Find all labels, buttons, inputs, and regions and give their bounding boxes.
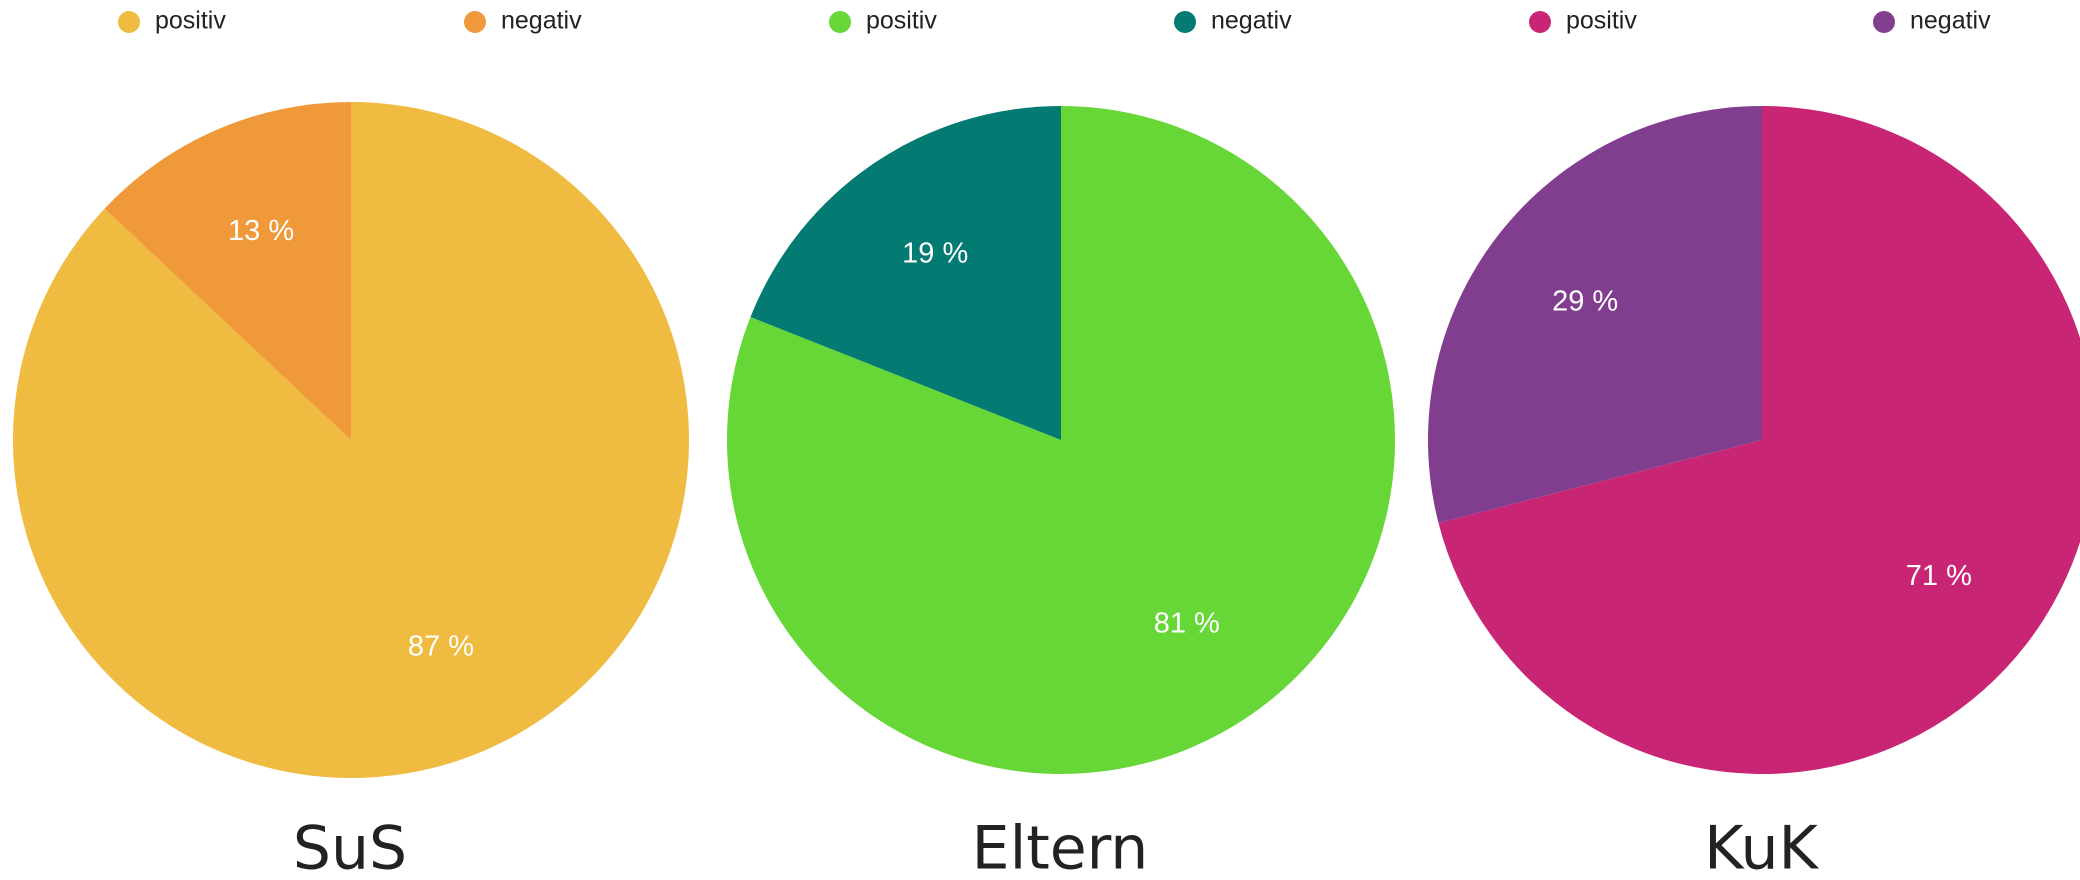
legend-marker <box>118 11 140 33</box>
legend-label: positiv <box>1566 7 1637 35</box>
pie-slice <box>1438 106 2080 774</box>
slice-label: 29 % <box>1552 285 1618 317</box>
pie-slice <box>750 106 1061 440</box>
slice-label: 13 % <box>228 215 294 247</box>
legend-marker <box>829 11 851 33</box>
legend-label: negativ <box>1910 7 1991 35</box>
chart-title: SuS <box>293 814 407 880</box>
pie-slice <box>104 102 351 440</box>
slice-label: 87 % <box>408 630 474 662</box>
chart-title: KuK <box>1704 814 1819 880</box>
slice-label: 71 % <box>1906 560 1972 592</box>
pie-slice <box>1428 106 1762 524</box>
chart-title: Eltern <box>972 814 1149 880</box>
legend-marker <box>464 11 486 33</box>
pie-slice <box>727 106 1396 774</box>
slice-label: 81 % <box>1154 608 1220 640</box>
legend-marker <box>1529 11 1551 33</box>
slice-label: 19 % <box>902 238 968 270</box>
legend-label: positiv <box>866 7 937 35</box>
legend-marker <box>1873 11 1895 33</box>
legend-label: negativ <box>501 7 582 35</box>
legend-marker <box>1174 11 1196 33</box>
legend-label: negativ <box>1211 7 1292 35</box>
legend-label: positiv <box>155 7 226 35</box>
